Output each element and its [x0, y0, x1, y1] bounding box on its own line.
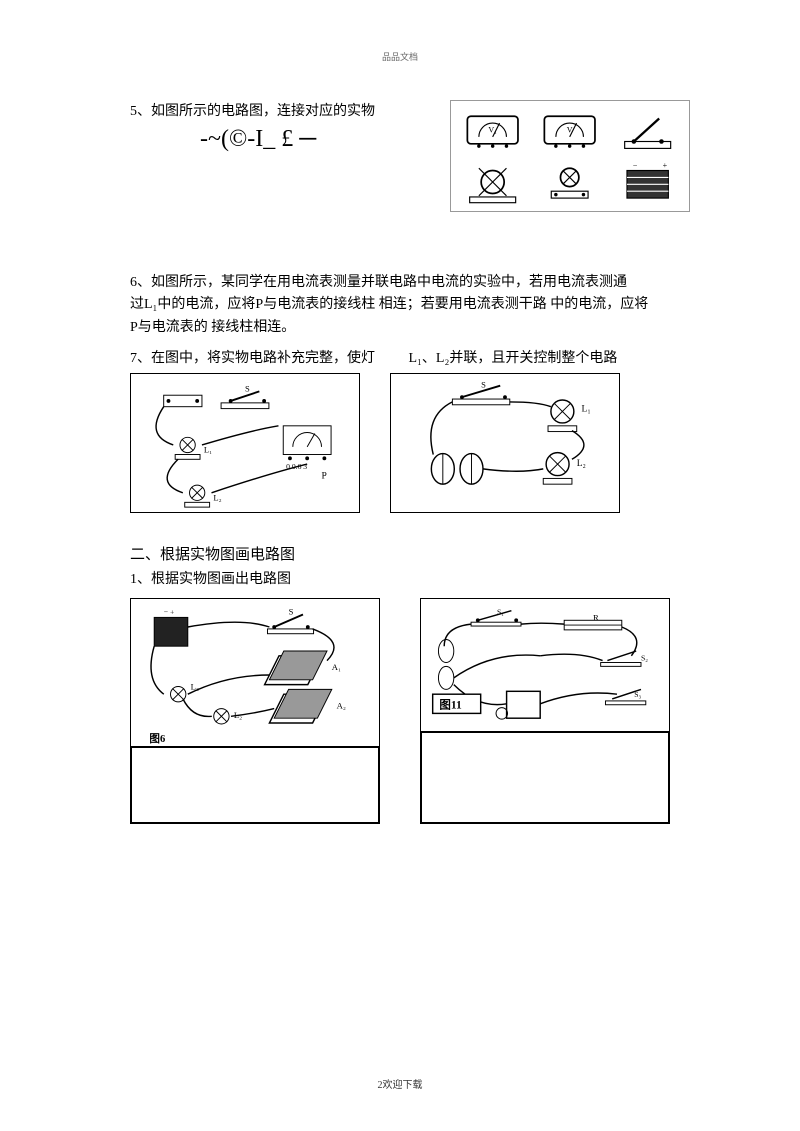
- svg-text:P: P: [322, 471, 327, 482]
- q7-circuit-right: S L₁ L₂: [390, 373, 620, 513]
- svg-text:V₁: V₁: [488, 125, 497, 134]
- section2-right-col: S₁ R S₂: [420, 598, 670, 824]
- svg-text:− +: − +: [164, 608, 175, 617]
- motor-device: [457, 159, 528, 205]
- svg-text:图11: 图11: [439, 698, 462, 712]
- q7-circuit-left: S L₁ 0 0.6 3 L₂ P: [130, 373, 360, 513]
- knife-switch: [612, 107, 683, 153]
- svg-text:R: R: [593, 612, 599, 622]
- q7-text-right: L₁、L₂并联，且开关控制整个电路: [409, 351, 618, 366]
- svg-text:图6: 图6: [149, 733, 165, 745]
- q5-row: 5、如图所示的电路图，连接对应的实物 -~(©-I_ £ ─ V₁ V −+: [130, 100, 690, 212]
- svg-text:S: S: [245, 384, 250, 394]
- svg-text:V: V: [567, 125, 573, 134]
- svg-text:L₂: L₂: [213, 493, 221, 503]
- fig6-answer-box: [130, 746, 380, 824]
- section2-left-col: − + S A₁ A₂ L₃: [130, 598, 380, 824]
- svg-text:S: S: [481, 380, 486, 390]
- header-watermark: 品品文档: [382, 50, 418, 63]
- svg-text:L₁: L₁: [204, 445, 212, 455]
- svg-text:S: S: [289, 607, 294, 617]
- bulb-holder: [534, 159, 605, 205]
- svg-text:L₂: L₂: [577, 458, 586, 469]
- section2-title: 二、根据实物图画电路图: [130, 543, 690, 564]
- q6-text: 6、如图所示，某同学在用电流表测量并联电路中电流的实验中，若用电流表测通 过L₁…: [130, 272, 690, 339]
- section2-row: − + S A₁ A₂ L₃: [130, 598, 690, 824]
- battery-box: −+: [612, 159, 683, 205]
- voltmeter-v2: V: [534, 107, 605, 153]
- physical-devices-grid: V₁ V −+: [450, 100, 690, 212]
- voltmeter-v1: V₁: [457, 107, 528, 153]
- page-footer: 2欢迎下载: [378, 1076, 423, 1091]
- svg-text:A₂: A₂: [337, 701, 346, 711]
- svg-text:A₁: A₁: [332, 662, 341, 672]
- q5-text: 5、如图所示的电路图，连接对应的实物: [130, 100, 430, 120]
- q6-line2: 过L₁中的电流，应将P与电流表的接线柱 相连；若要用电流表测干路 中的电流，应将: [130, 294, 690, 316]
- q6-line3: P与电流表的 接线柱相连。: [130, 317, 690, 339]
- fig11-answer-box: [420, 731, 670, 824]
- svg-text:S₂: S₂: [641, 654, 648, 663]
- fig11-circuit: S₁ R S₂: [420, 598, 670, 733]
- q7-text-left: 7、在图中，将实物电路补充完整，使灯: [130, 351, 375, 366]
- svg-text:−: −: [632, 161, 637, 170]
- fig6-circuit: − + S A₁ A₂ L₃: [130, 598, 380, 748]
- section2-item1: 1、根据实物图画出电路图: [130, 568, 690, 588]
- q7-diagrams: S L₁ 0 0.6 3 L₂ P: [130, 373, 690, 513]
- svg-text:L₁: L₁: [582, 404, 591, 415]
- q6-line1: 6、如图所示，某同学在用电流表测量并联电路中电流的实验中，若用电流表测通: [130, 272, 690, 294]
- q5-symbol: -~(©-I_ £ ─: [200, 126, 430, 153]
- page-content: 5、如图所示的电路图，连接对应的实物 -~(©-I_ £ ─ V₁ V −+: [130, 100, 690, 824]
- svg-text:+: +: [662, 161, 667, 170]
- q7: 7、在图中，将实物电路补充完整，使灯 L₁、L₂并联，且开关控制整个电路: [130, 347, 690, 367]
